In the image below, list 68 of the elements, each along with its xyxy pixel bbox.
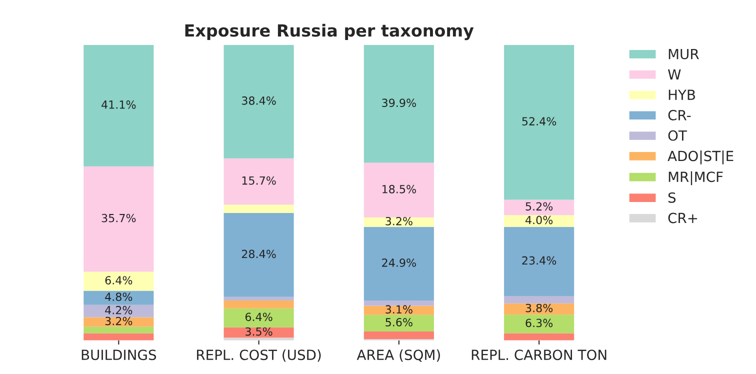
bar xyxy=(224,204,294,213)
bar xyxy=(504,296,574,304)
data-label: 6.3% xyxy=(526,318,553,328)
data-label: 6.4% xyxy=(245,312,272,322)
data-label: 4.8% xyxy=(105,292,132,302)
bar xyxy=(224,338,294,340)
bar xyxy=(84,272,154,291)
bar xyxy=(364,331,434,340)
data-label: 4.0% xyxy=(525,216,553,224)
bar xyxy=(504,303,574,315)
bar xyxy=(84,304,154,318)
data-label: 5.6% xyxy=(386,318,412,326)
data-label: 15.7% xyxy=(242,176,276,185)
bar xyxy=(504,333,574,340)
x-tick-label: REPL. COST (USD) xyxy=(197,349,321,362)
x-tick-label: REPL. CARBON TON xyxy=(472,350,606,360)
data-label: 23.4% xyxy=(522,256,556,265)
bar xyxy=(504,44,574,200)
legend-label: CR+ xyxy=(668,212,698,224)
bar xyxy=(364,314,434,332)
bar xyxy=(504,215,574,227)
legend-label: OT xyxy=(668,130,687,141)
x-tick-label: AREA (SQM) xyxy=(356,349,440,362)
bar xyxy=(364,306,434,315)
bar xyxy=(224,212,294,297)
legend-label: CR- xyxy=(668,110,691,120)
bar xyxy=(224,300,294,308)
bar xyxy=(224,44,294,158)
data-label: 24.9% xyxy=(382,258,416,267)
bar xyxy=(364,217,434,227)
x-tick-label: BUILDINGS xyxy=(82,350,156,360)
bar xyxy=(504,200,574,216)
bar xyxy=(224,158,294,205)
data-label: 4.2% xyxy=(105,306,132,314)
data-label: 3.2% xyxy=(386,216,412,226)
bar xyxy=(84,326,154,334)
legend-label: ADO|ST|E xyxy=(668,150,734,164)
data-label: 5.2% xyxy=(526,202,553,211)
bar xyxy=(364,300,434,306)
bar xyxy=(84,166,154,272)
data-label: 28.4% xyxy=(242,250,276,258)
data-label: 35.7% xyxy=(102,214,136,222)
data-label: 39.9% xyxy=(382,98,416,108)
data-label: 3.1% xyxy=(386,305,412,314)
bar xyxy=(224,296,294,300)
legend-label: HYB xyxy=(668,90,696,100)
legend-label: S xyxy=(668,192,676,203)
bar xyxy=(84,290,154,305)
bar xyxy=(504,226,574,296)
data-label: 3.2% xyxy=(105,316,132,326)
bar xyxy=(504,314,574,334)
legend-label: MR|MCF xyxy=(668,171,723,186)
bar xyxy=(84,44,154,166)
bar xyxy=(364,44,434,163)
bar xyxy=(84,333,154,340)
data-label: 38.4% xyxy=(242,96,276,105)
data-label: 18.5% xyxy=(382,184,416,194)
data-label: 6.4% xyxy=(105,276,132,284)
legend-label: MUR xyxy=(668,48,699,60)
bar xyxy=(224,308,294,328)
bar xyxy=(364,226,434,300)
data-label: 41.1% xyxy=(102,100,136,109)
data-label: 3.8% xyxy=(526,304,553,312)
data-label: 3.5% xyxy=(246,327,272,336)
chart-title: Exposure Russia per taxonomy xyxy=(185,24,474,40)
bar xyxy=(364,162,434,218)
data-label: 52.4% xyxy=(522,117,556,126)
legend-label: W xyxy=(668,69,681,80)
